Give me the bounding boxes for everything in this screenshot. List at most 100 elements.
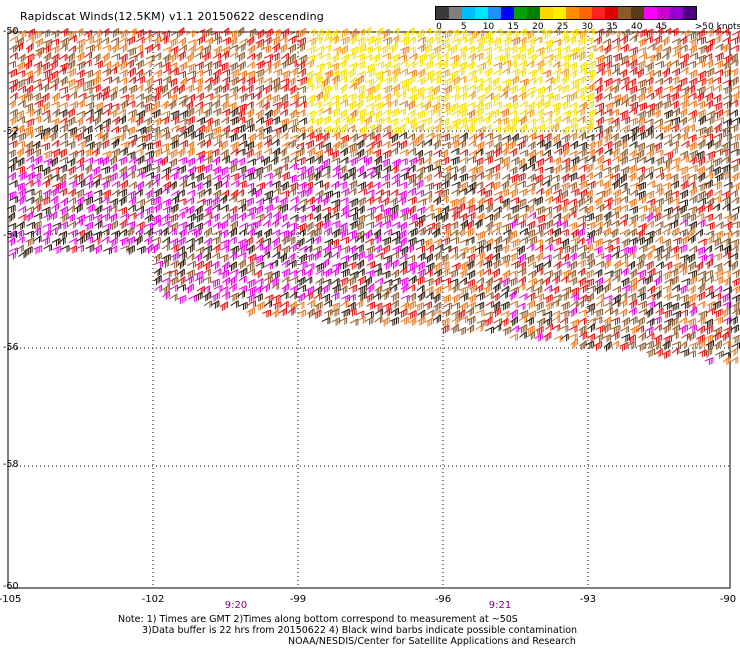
barb-shape [119, 44, 126, 52]
wind-barb [611, 220, 619, 227]
barb-shape [145, 214, 152, 222]
wind-barb [510, 174, 518, 183]
wind-barb [316, 63, 324, 71]
barb-shape [169, 78, 177, 87]
wind-barb [425, 165, 433, 173]
wind-barb [358, 197, 366, 206]
wind-barb [60, 118, 67, 125]
wind-barb [528, 236, 536, 245]
barb-shape [663, 101, 671, 110]
barb-shape [510, 219, 517, 229]
barb-shape [213, 108, 221, 116]
wind-barb [231, 173, 239, 181]
barb-shape [680, 167, 688, 176]
barb-shape [673, 52, 681, 59]
barb-shape [585, 53, 592, 61]
wind-barb [254, 220, 261, 229]
wind-barb [112, 117, 119, 125]
barb-shape [451, 189, 459, 196]
wind-barb [579, 86, 587, 95]
wind-barb [679, 245, 687, 254]
wind-barb [222, 51, 229, 60]
wind-barb [246, 262, 253, 270]
wind-barb [723, 252, 731, 259]
wind-barb [519, 189, 527, 197]
wind-barb [724, 215, 732, 223]
wind-barb [137, 246, 145, 254]
barb-shape [288, 125, 296, 133]
wind-barb [127, 227, 134, 237]
barb-shape [365, 230, 372, 240]
wind-barb [111, 38, 119, 45]
wind-barb [350, 236, 358, 243]
barb-shape [553, 39, 561, 46]
wind-barb [578, 149, 586, 157]
wind-barb [392, 246, 400, 254]
barb-shape [322, 207, 330, 214]
wind-barb [330, 101, 338, 108]
wind-barb [144, 70, 151, 77]
barb-shape [553, 228, 561, 237]
wind-barb [92, 167, 100, 176]
wind-barb [306, 205, 314, 212]
barb-shape [26, 212, 33, 222]
barb-shape [307, 197, 314, 205]
wind-barb [680, 255, 688, 262]
barb-shape [662, 94, 670, 101]
wind-barb [204, 213, 212, 220]
barb-shape [127, 227, 134, 237]
barb-shape [664, 140, 672, 147]
barb-shape [528, 78, 536, 85]
wind-barb [723, 37, 731, 44]
barb-shape [146, 190, 153, 200]
wind-barb [254, 92, 261, 101]
wind-barb [706, 165, 713, 173]
barb-shape [706, 86, 714, 93]
wind-barb [7, 150, 15, 158]
barb-shape [162, 132, 170, 140]
wind-barb [663, 101, 671, 110]
barb-shape [713, 158, 721, 167]
wind-barb [290, 94, 298, 102]
wind-barb [112, 190, 119, 197]
barb-shape [323, 126, 331, 135]
wind-barb [16, 158, 24, 167]
wind-barb [246, 173, 254, 181]
barb-shape [467, 110, 474, 119]
wind-barb [129, 85, 137, 94]
barb-shape [721, 44, 728, 53]
barb-shape [7, 164, 14, 172]
barb-shape [451, 148, 459, 155]
barb-shape [264, 37, 271, 45]
barb-shape [272, 230, 280, 237]
barb-shape [519, 116, 526, 126]
barb-shape [485, 214, 493, 221]
wind-barb [366, 190, 374, 197]
wind-barb [468, 174, 476, 182]
barb-shape [94, 92, 102, 100]
barb-shape [188, 46, 195, 54]
barb-shape [596, 55, 604, 64]
barb-shape [425, 254, 432, 264]
wind-barb [450, 237, 458, 244]
wind-barb [59, 102, 67, 109]
wind-barb [451, 157, 459, 166]
wind-barb [347, 167, 355, 176]
barb-shape [41, 197, 49, 205]
wind-barb [8, 172, 15, 180]
barb-shape [203, 220, 210, 227]
wind-barb [273, 60, 280, 70]
barb-shape [349, 83, 356, 90]
wind-barb [86, 95, 94, 102]
barb-shape [594, 214, 602, 223]
barb-shape [84, 70, 92, 78]
wind-barb [536, 87, 544, 95]
barb-shape [595, 147, 602, 155]
wind-barb [289, 85, 296, 95]
barb-shape [17, 62, 25, 71]
barb-shape [483, 102, 491, 111]
barb-shape [409, 158, 417, 167]
barb-shape [288, 36, 296, 44]
barb-shape [177, 28, 184, 37]
barb-shape [645, 119, 653, 126]
